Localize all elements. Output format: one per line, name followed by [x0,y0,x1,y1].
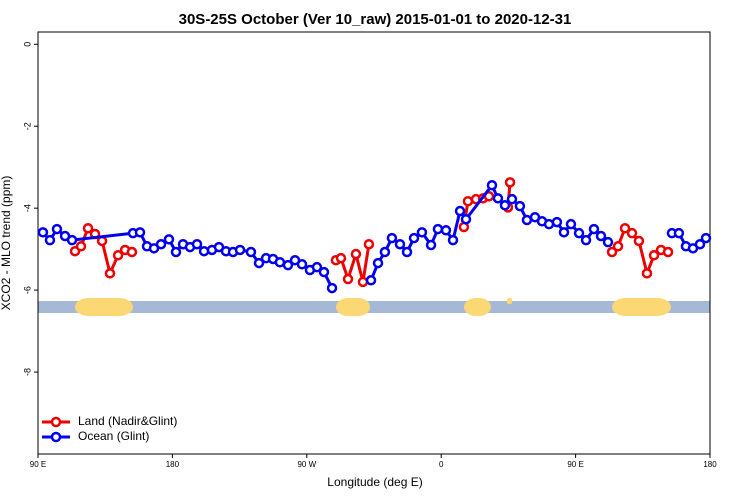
point [514,200,526,212]
point [126,246,138,258]
point [326,282,338,294]
point [506,193,518,205]
point [558,227,570,238]
land-band [75,298,133,316]
point [492,193,504,204]
point [386,232,398,244]
point [425,239,437,251]
point [416,227,428,238]
point [318,266,330,278]
legend-marker [50,431,62,443]
point [565,218,577,230]
point [551,216,563,228]
point [245,246,257,258]
point [253,257,265,269]
point [454,205,466,217]
x-tick-label: 90 W [297,460,316,469]
series [37,179,712,294]
point [641,268,653,279]
plot-frame [37,31,711,455]
point [234,244,246,256]
point [198,245,210,257]
point [112,250,124,261]
legend-label: Land (Nadir&Glint) [78,414,177,428]
point [694,238,706,250]
point [394,238,406,250]
y-tick-label: -4 [22,204,32,212]
point [432,223,444,235]
point [595,230,607,242]
point [191,238,203,250]
chart-title: 30S-25S October (Ver 10_raw) 2015-01-01 … [179,11,572,28]
point [612,241,624,252]
point [37,227,49,238]
point [296,259,308,270]
point [606,246,618,258]
land-band [612,298,671,316]
point [588,223,600,235]
x-tick-label: 90 E [30,460,46,469]
point [82,223,94,234]
point [619,223,631,234]
x-tick-label: 180 [703,460,717,469]
point [335,252,347,264]
point [626,227,638,239]
point [440,225,452,236]
point [51,223,63,235]
y-tick-label: -2 [22,122,32,130]
point [379,246,391,258]
point [75,241,87,252]
land-ocean-band [38,298,710,316]
legend-marker [50,416,62,428]
point [155,238,167,250]
point [633,235,645,247]
y-tick-label: -8 [22,368,32,376]
point [372,257,384,269]
point [365,275,377,286]
point [700,232,712,244]
land-band [336,298,370,316]
point [350,248,362,260]
point [170,246,182,258]
point [521,214,533,226]
point [673,227,685,239]
point [573,227,585,239]
point [282,259,294,271]
x-tick-label: 90 E [567,460,583,469]
x-axis-label: Longitude (deg E) [327,475,422,489]
point [363,238,375,250]
point [134,227,146,238]
point [460,213,472,225]
point [44,234,56,246]
point [499,200,511,211]
point [580,234,592,246]
point [401,246,413,258]
point [408,232,420,244]
point [357,276,369,288]
point [648,250,660,261]
point [662,246,674,258]
point [104,268,116,279]
point [163,234,175,245]
point [311,261,323,273]
point [504,177,516,188]
point [342,273,354,285]
y-tick-label: -6 [22,286,32,294]
point [66,234,78,246]
point [602,236,614,248]
x-tick-label: 0 [439,460,444,469]
ocean-band [38,301,710,313]
x-tick-label: 180 [166,460,180,469]
land-band [507,298,512,304]
point [486,179,498,191]
point [447,234,459,246]
y-axis-label: XCO2 - MLO trend (ppm) [0,176,13,311]
y-tick-label: 0 [22,42,32,47]
point [274,257,286,268]
legend-label: Ocean (Glint) [78,429,149,443]
land-band [464,298,491,316]
point [462,195,474,207]
